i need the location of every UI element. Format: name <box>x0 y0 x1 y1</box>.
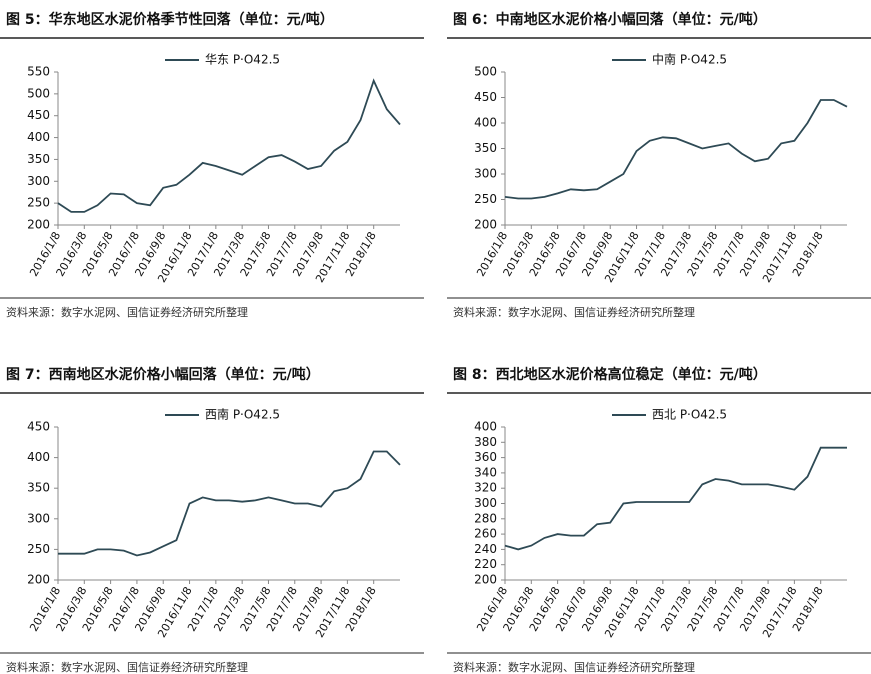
y-tick-label: 200 <box>27 218 50 232</box>
y-tick-label: 250 <box>474 192 497 206</box>
y-tick-label: 350 <box>27 481 50 495</box>
y-tick-label: 250 <box>27 196 50 210</box>
legend-label: 西南 P·O42.5 <box>205 407 280 422</box>
legend-label: 西北 P·O42.5 <box>652 408 727 422</box>
legend-label: 中南 P·O42.5 <box>652 52 727 67</box>
y-tick-label: 300 <box>27 511 50 525</box>
source-note: 资料来源：数字水泥网、国信证券经济研究所整理 <box>453 305 695 319</box>
y-tick-label: 380 <box>474 435 497 449</box>
chart-title: 图 8：西北地区水泥价格高位稳定（单位：元/吨） <box>453 366 767 383</box>
series-line <box>58 450 401 557</box>
series-line <box>504 99 848 200</box>
chart-title: 图 6：中南地区水泥价格小幅回落（单位：元/吨） <box>453 11 767 28</box>
chart-title: 图 7：西南地区水泥价格小幅回落（单位：元/吨） <box>6 366 320 383</box>
chart-title: 图 5：华东地区水泥价格季节性回落（单位：元/吨） <box>6 11 334 28</box>
y-tick-label: 280 <box>474 511 497 525</box>
y-tick-label: 500 <box>474 65 497 79</box>
y-tick-label: 300 <box>474 167 497 181</box>
y-tick-label: 200 <box>474 573 497 587</box>
y-tick-label: 250 <box>27 542 50 556</box>
y-tick-label: 400 <box>474 116 497 130</box>
y-tick-label: 400 <box>27 450 50 464</box>
y-tick-label: 220 <box>474 557 497 571</box>
series-line <box>504 446 847 551</box>
y-tick-label: 340 <box>474 465 497 479</box>
y-tick-label: 350 <box>474 141 497 155</box>
y-tick-label: 400 <box>27 130 50 144</box>
y-tick-label: 360 <box>474 450 497 464</box>
y-tick-label: 300 <box>27 174 50 188</box>
y-tick-label: 400 <box>474 420 497 434</box>
y-tick-label: 450 <box>474 90 497 104</box>
y-tick-label: 500 <box>27 86 50 100</box>
y-tick-label: 450 <box>27 420 50 434</box>
legend-label: 华东 P·O42.5 <box>205 53 280 67</box>
series-line <box>57 78 401 213</box>
y-tick-label: 450 <box>27 108 50 122</box>
y-tick-label: 350 <box>27 152 50 166</box>
y-tick-label: 320 <box>474 481 497 495</box>
source-note: 资料来源：数字水泥网、国信证券经济研究所整理 <box>6 305 248 319</box>
y-tick-label: 300 <box>474 496 497 510</box>
source-note: 资料来源：数字水泥网、国信证券经济研究所整理 <box>453 660 695 674</box>
y-tick-label: 200 <box>27 573 50 587</box>
y-tick-label: 200 <box>474 218 497 232</box>
y-tick-label: 260 <box>474 527 497 541</box>
y-tick-label: 240 <box>474 542 497 556</box>
y-tick-label: 550 <box>27 65 50 79</box>
source-note: 资料来源：数字水泥网、国信证券经济研究所整理 <box>6 660 248 674</box>
